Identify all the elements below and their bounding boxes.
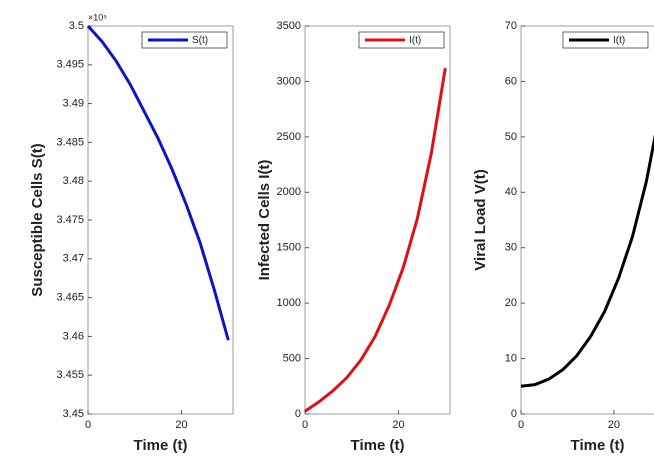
axes-box (520, 25, 654, 415)
y-tick-label: 3.475 (56, 214, 84, 226)
legend-label: I(t) (409, 35, 421, 46)
y-tick-label: 500 (283, 352, 301, 364)
y-tick-label: 2000 (277, 186, 301, 198)
y-tick-label: 60 (505, 75, 517, 87)
y-tick-label: 3.46 (63, 330, 84, 342)
series-line (520, 134, 654, 388)
x-axis-label: Time (t) (351, 437, 405, 454)
x-tick-label: 0 (518, 419, 524, 431)
y-tick-label: 1500 (277, 242, 301, 254)
y-tick-label: 3.49 (63, 98, 84, 110)
y-tick-label: 3500 (277, 20, 301, 32)
y-tick-label: 1000 (277, 297, 301, 309)
y-tick-label: 3.465 (56, 292, 84, 304)
y-tick-label: 0 (511, 408, 517, 420)
y-tick-label: 30 (505, 242, 517, 254)
y-tick-label: 3.495 (56, 59, 84, 71)
x-tick-label: 0 (85, 419, 91, 431)
y-tick-label: 2500 (277, 131, 301, 143)
y-tick-label: 3.48 (63, 175, 84, 187)
legend-label: S(t) (192, 35, 208, 46)
x-axis-label: Time (t) (134, 437, 188, 454)
y-tick-label: 70 (505, 20, 517, 32)
y-tick-label: 40 (505, 186, 517, 198)
x-tick-label: 20 (392, 419, 404, 431)
y-tick-label: 3.485 (56, 136, 84, 148)
y-tick-label: 3000 (277, 75, 301, 87)
series-line (304, 67, 447, 413)
x-axis-label: Time (t) (571, 437, 625, 454)
axes-box (87, 25, 234, 415)
y-tick-label: 3.45 (63, 408, 84, 420)
legend-label: I(t) (613, 35, 625, 46)
y-multiplier: ×10⁵ (88, 12, 107, 22)
y-axis-label: Infected Cells I(t) (256, 160, 273, 281)
y-tick-label: 3.455 (56, 369, 84, 381)
y-tick-label: 10 (505, 352, 517, 364)
y-axis-label: Viral Load V(t) (472, 169, 489, 270)
y-tick-label: 3.47 (63, 253, 84, 265)
y-tick-label: 3.5 (69, 20, 84, 32)
y-axis-label: Susceptible Cells S(t) (29, 143, 46, 296)
y-tick-label: 20 (505, 297, 517, 309)
y-tick-label: 50 (505, 131, 517, 143)
axes-box (304, 25, 451, 415)
series-line (86, 24, 230, 341)
x-tick-label: 20 (175, 419, 187, 431)
x-tick-label: 0 (302, 419, 308, 431)
y-tick-label: 0 (295, 408, 301, 420)
x-tick-label: 20 (608, 419, 620, 431)
